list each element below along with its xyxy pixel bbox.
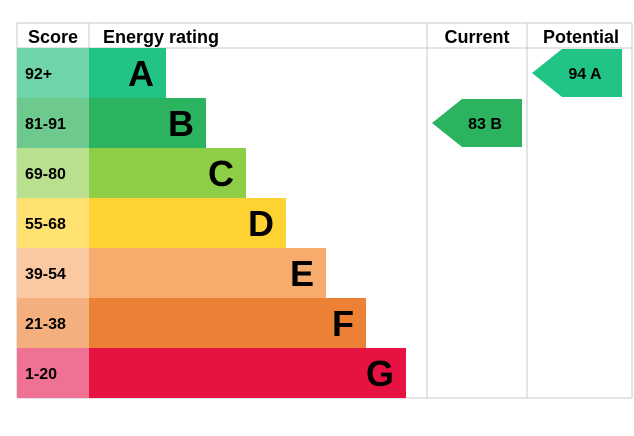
- band-bar-d: [89, 198, 286, 248]
- current-rating-label: 83 B: [468, 116, 502, 133]
- band-bar-g: [89, 348, 406, 398]
- rating-indicators: 83 B 94 A: [432, 49, 622, 147]
- band-bar-b: [89, 98, 206, 148]
- band-letter-a: A: [128, 53, 154, 94]
- score-cell-b: [17, 98, 89, 148]
- potential-rating-label: 94 A: [568, 66, 602, 83]
- band-letter-g: G: [366, 353, 394, 394]
- score-cell-c: [17, 148, 89, 198]
- score-range-c: 69-80: [25, 166, 66, 183]
- band-letter-b: B: [168, 103, 194, 144]
- band-letter-e: E: [290, 253, 314, 294]
- band-letter-f: F: [332, 303, 354, 344]
- score-range-b: 81-91: [25, 116, 66, 133]
- band-bar-e: [89, 248, 326, 298]
- rating-bands: 92+ A 81-91 B 69-80 C 55-68 D 39-54 E 21-38 F 1-20 G: [17, 48, 406, 398]
- band-letter-c: C: [208, 153, 234, 194]
- score-range-d: 55-68: [25, 216, 66, 233]
- header-energy-rating: Energy rating: [103, 27, 219, 47]
- band-bar-a: [89, 48, 166, 98]
- header-current: Current: [444, 27, 509, 47]
- band-letter-d: D: [248, 203, 274, 244]
- score-cell-e: [17, 248, 89, 298]
- band-bar-f: [89, 298, 366, 348]
- header-score: Score: [28, 27, 78, 47]
- header-potential: Potential: [543, 27, 619, 47]
- score-cell-a: [17, 48, 89, 98]
- score-cell-d: [17, 198, 89, 248]
- score-cell-g: [17, 348, 89, 398]
- potential-rating-arrow: [532, 49, 622, 97]
- score-range-e: 39-54: [25, 266, 66, 283]
- score-range-a: 92+: [25, 66, 52, 83]
- current-rating-arrow: [432, 99, 522, 147]
- score-range-g: 1-20: [25, 366, 57, 383]
- band-bar-c: [89, 148, 246, 198]
- score-cell-f: [17, 298, 89, 348]
- score-range-f: 21-38: [25, 316, 66, 333]
